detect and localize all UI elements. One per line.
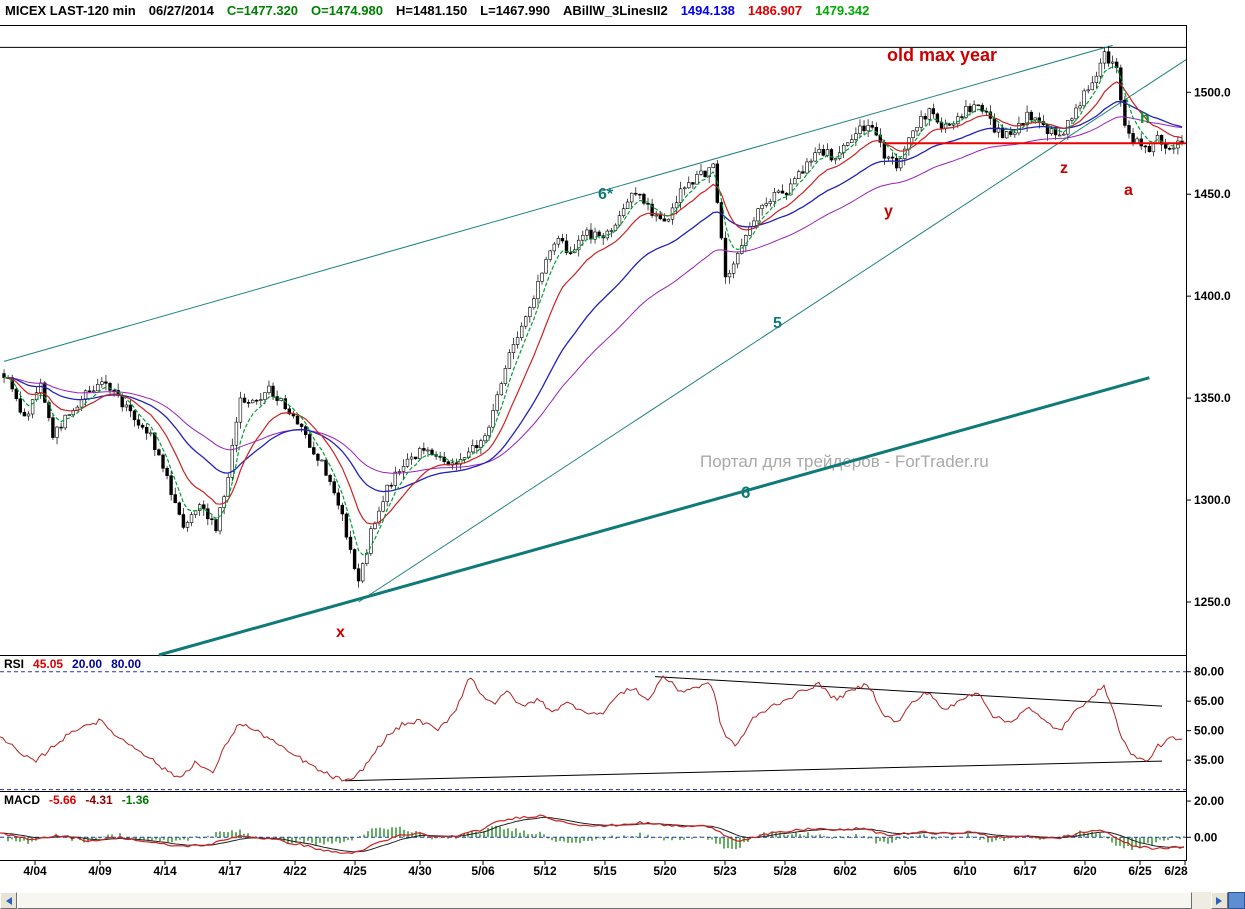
date-tick-label: 4/25 bbox=[343, 864, 367, 878]
macd-tick-label: 0.00 bbox=[1194, 830, 1218, 844]
rsi-trendline-1 bbox=[344, 760, 1163, 782]
ma3-value: 1479.342 bbox=[815, 3, 870, 18]
price-tick-label: 1300.0 bbox=[1194, 493, 1231, 507]
rsi-trendline-0 bbox=[654, 676, 1163, 707]
macd-value-3: -1.36 bbox=[121, 793, 150, 807]
macd-line bbox=[0, 814, 1185, 855]
date-tick-label: 6/17 bbox=[1013, 864, 1037, 878]
date-tick-label: 5/20 bbox=[653, 864, 677, 878]
annotation-z: z bbox=[1060, 160, 1068, 177]
rsi-tick-label: 65.00 bbox=[1194, 694, 1224, 708]
open-value: O=1474.980 bbox=[311, 3, 383, 18]
scrollbar-corner[interactable] bbox=[1228, 892, 1245, 909]
macd-value-2: -4.31 bbox=[85, 793, 113, 807]
left-arrow-icon bbox=[2, 896, 12, 905]
scroll-left-button[interactable] bbox=[0, 892, 17, 909]
rsi-line bbox=[0, 675, 1183, 782]
price-tick-label: 1500.0 bbox=[1194, 85, 1231, 99]
date-tick-label: 5/15 bbox=[593, 864, 617, 878]
rsi-tick-label: 80.00 bbox=[1194, 665, 1224, 679]
rsi-param-high: 80.00 bbox=[111, 657, 142, 671]
rsi-tick-label: 35.00 bbox=[1194, 753, 1224, 767]
rsi-label: RSI bbox=[4, 657, 25, 671]
date-tick-label: 6/20 bbox=[1073, 864, 1097, 878]
annotation-y: y bbox=[884, 203, 893, 220]
date-axis: 4/04 4/09 4/14 4/17 4/22 4/25 4/30 5/06 5/12 5/15… bbox=[23, 861, 1188, 878]
moving-averages bbox=[4, 66, 1183, 556]
annotations: old max year 6* 5 6 x y z a h bbox=[336, 45, 1150, 641]
ma-line-violet bbox=[4, 116, 1183, 474]
annotation-old-max-year: old max year bbox=[887, 45, 997, 65]
macd-label: MACD bbox=[4, 793, 40, 807]
date-tick-label: 5/12 bbox=[533, 864, 557, 878]
price-axis: 1500.0 1450.0 1400.0 1350.0 1300.0 1250.0 bbox=[1186, 85, 1231, 609]
high-value: H=1481.150 bbox=[395, 3, 468, 18]
macd-label-row: MACD -5.66 -4.31 -1.36 bbox=[4, 793, 158, 807]
symbol-label: MICEX LAST-120 min bbox=[5, 3, 136, 18]
ma1-value: 1494.138 bbox=[680, 3, 735, 18]
date-tick-label: 4/14 bbox=[153, 864, 177, 878]
date-tick-label: 6/05 bbox=[893, 864, 917, 878]
rsi-label-row: RSI 45.05 20.00 80.00 bbox=[4, 657, 150, 671]
macd-panel: 20.00 0.00 bbox=[0, 794, 1224, 855]
trendlines bbox=[3, 44, 1187, 657]
chart-header: MICEX LAST-120 min 06/27/2014 C=1477.320 O=… bbox=[5, 3, 882, 21]
price-tick-label: 1250.0 bbox=[1194, 595, 1231, 609]
right-arrow-icon bbox=[1216, 896, 1226, 905]
ma-line-mid-red bbox=[4, 81, 1183, 525]
date-tick-label: 6/25 bbox=[1128, 864, 1152, 878]
annotation-x: x bbox=[336, 624, 345, 641]
date-tick-label: 4/09 bbox=[88, 864, 112, 878]
price-tick-label: 1450.0 bbox=[1194, 187, 1231, 201]
ma2-value: 1486.907 bbox=[747, 3, 803, 18]
watermark-text: Портал для трейдеров - ForTrader.ru bbox=[700, 452, 989, 471]
trendline-6-star bbox=[3, 44, 1113, 362]
rsi-tick-label: 50.00 bbox=[1194, 724, 1224, 738]
indicator-name: ABillW_3LinesII2 bbox=[562, 3, 668, 18]
chart-frame bbox=[0, 25, 1187, 861]
date-tick-label: 6/10 bbox=[953, 864, 977, 878]
macd-histogram bbox=[3, 825, 1185, 850]
date-tick-label: 6/02 bbox=[833, 864, 857, 878]
scroll-right-button[interactable] bbox=[1211, 892, 1228, 909]
date-label: 06/27/2014 bbox=[148, 3, 214, 18]
date-tick-label: 6/28 bbox=[1164, 864, 1188, 878]
candles bbox=[2, 45, 1184, 588]
annotation-h: h bbox=[1140, 110, 1150, 127]
macd-signal-line bbox=[0, 816, 1185, 853]
annotation-6: 6 bbox=[741, 483, 750, 502]
low-value: L=1467.990 bbox=[480, 3, 550, 18]
ma-line-fast-green bbox=[4, 66, 1183, 556]
date-tick-label: 5/28 bbox=[773, 864, 797, 878]
macd-value-1: -5.66 bbox=[49, 793, 77, 807]
date-tick-label: 4/22 bbox=[283, 864, 307, 878]
annotation-5: 5 bbox=[773, 315, 782, 332]
annotation-a: a bbox=[1124, 182, 1133, 199]
trendline-5 bbox=[358, 59, 1187, 603]
horizontal-scrollbar[interactable] bbox=[0, 892, 1245, 909]
date-tick-label: 4/04 bbox=[23, 864, 47, 878]
price-tick-label: 1400.0 bbox=[1194, 289, 1231, 303]
date-tick-label: 4/30 bbox=[408, 864, 432, 878]
rsi-param-low: 20.00 bbox=[72, 657, 103, 671]
trendline-6 bbox=[158, 376, 1150, 657]
rsi-panel: 80.00 65.00 50.00 35.00 bbox=[0, 665, 1224, 791]
date-tick-label: 5/23 bbox=[713, 864, 737, 878]
date-tick-label: 4/17 bbox=[218, 864, 242, 878]
price-tick-label: 1350.0 bbox=[1194, 391, 1231, 405]
close-value: C=1477.320 bbox=[226, 3, 299, 18]
ma-line-slow-blue bbox=[4, 100, 1183, 493]
annotation-6-: 6* bbox=[598, 186, 614, 203]
rsi-value: 45.05 bbox=[33, 657, 64, 671]
scrollbar-thumb[interactable] bbox=[17, 892, 1192, 909]
macd-tick-label: 20.00 bbox=[1194, 794, 1224, 808]
date-tick-label: 5/06 bbox=[471, 864, 495, 878]
